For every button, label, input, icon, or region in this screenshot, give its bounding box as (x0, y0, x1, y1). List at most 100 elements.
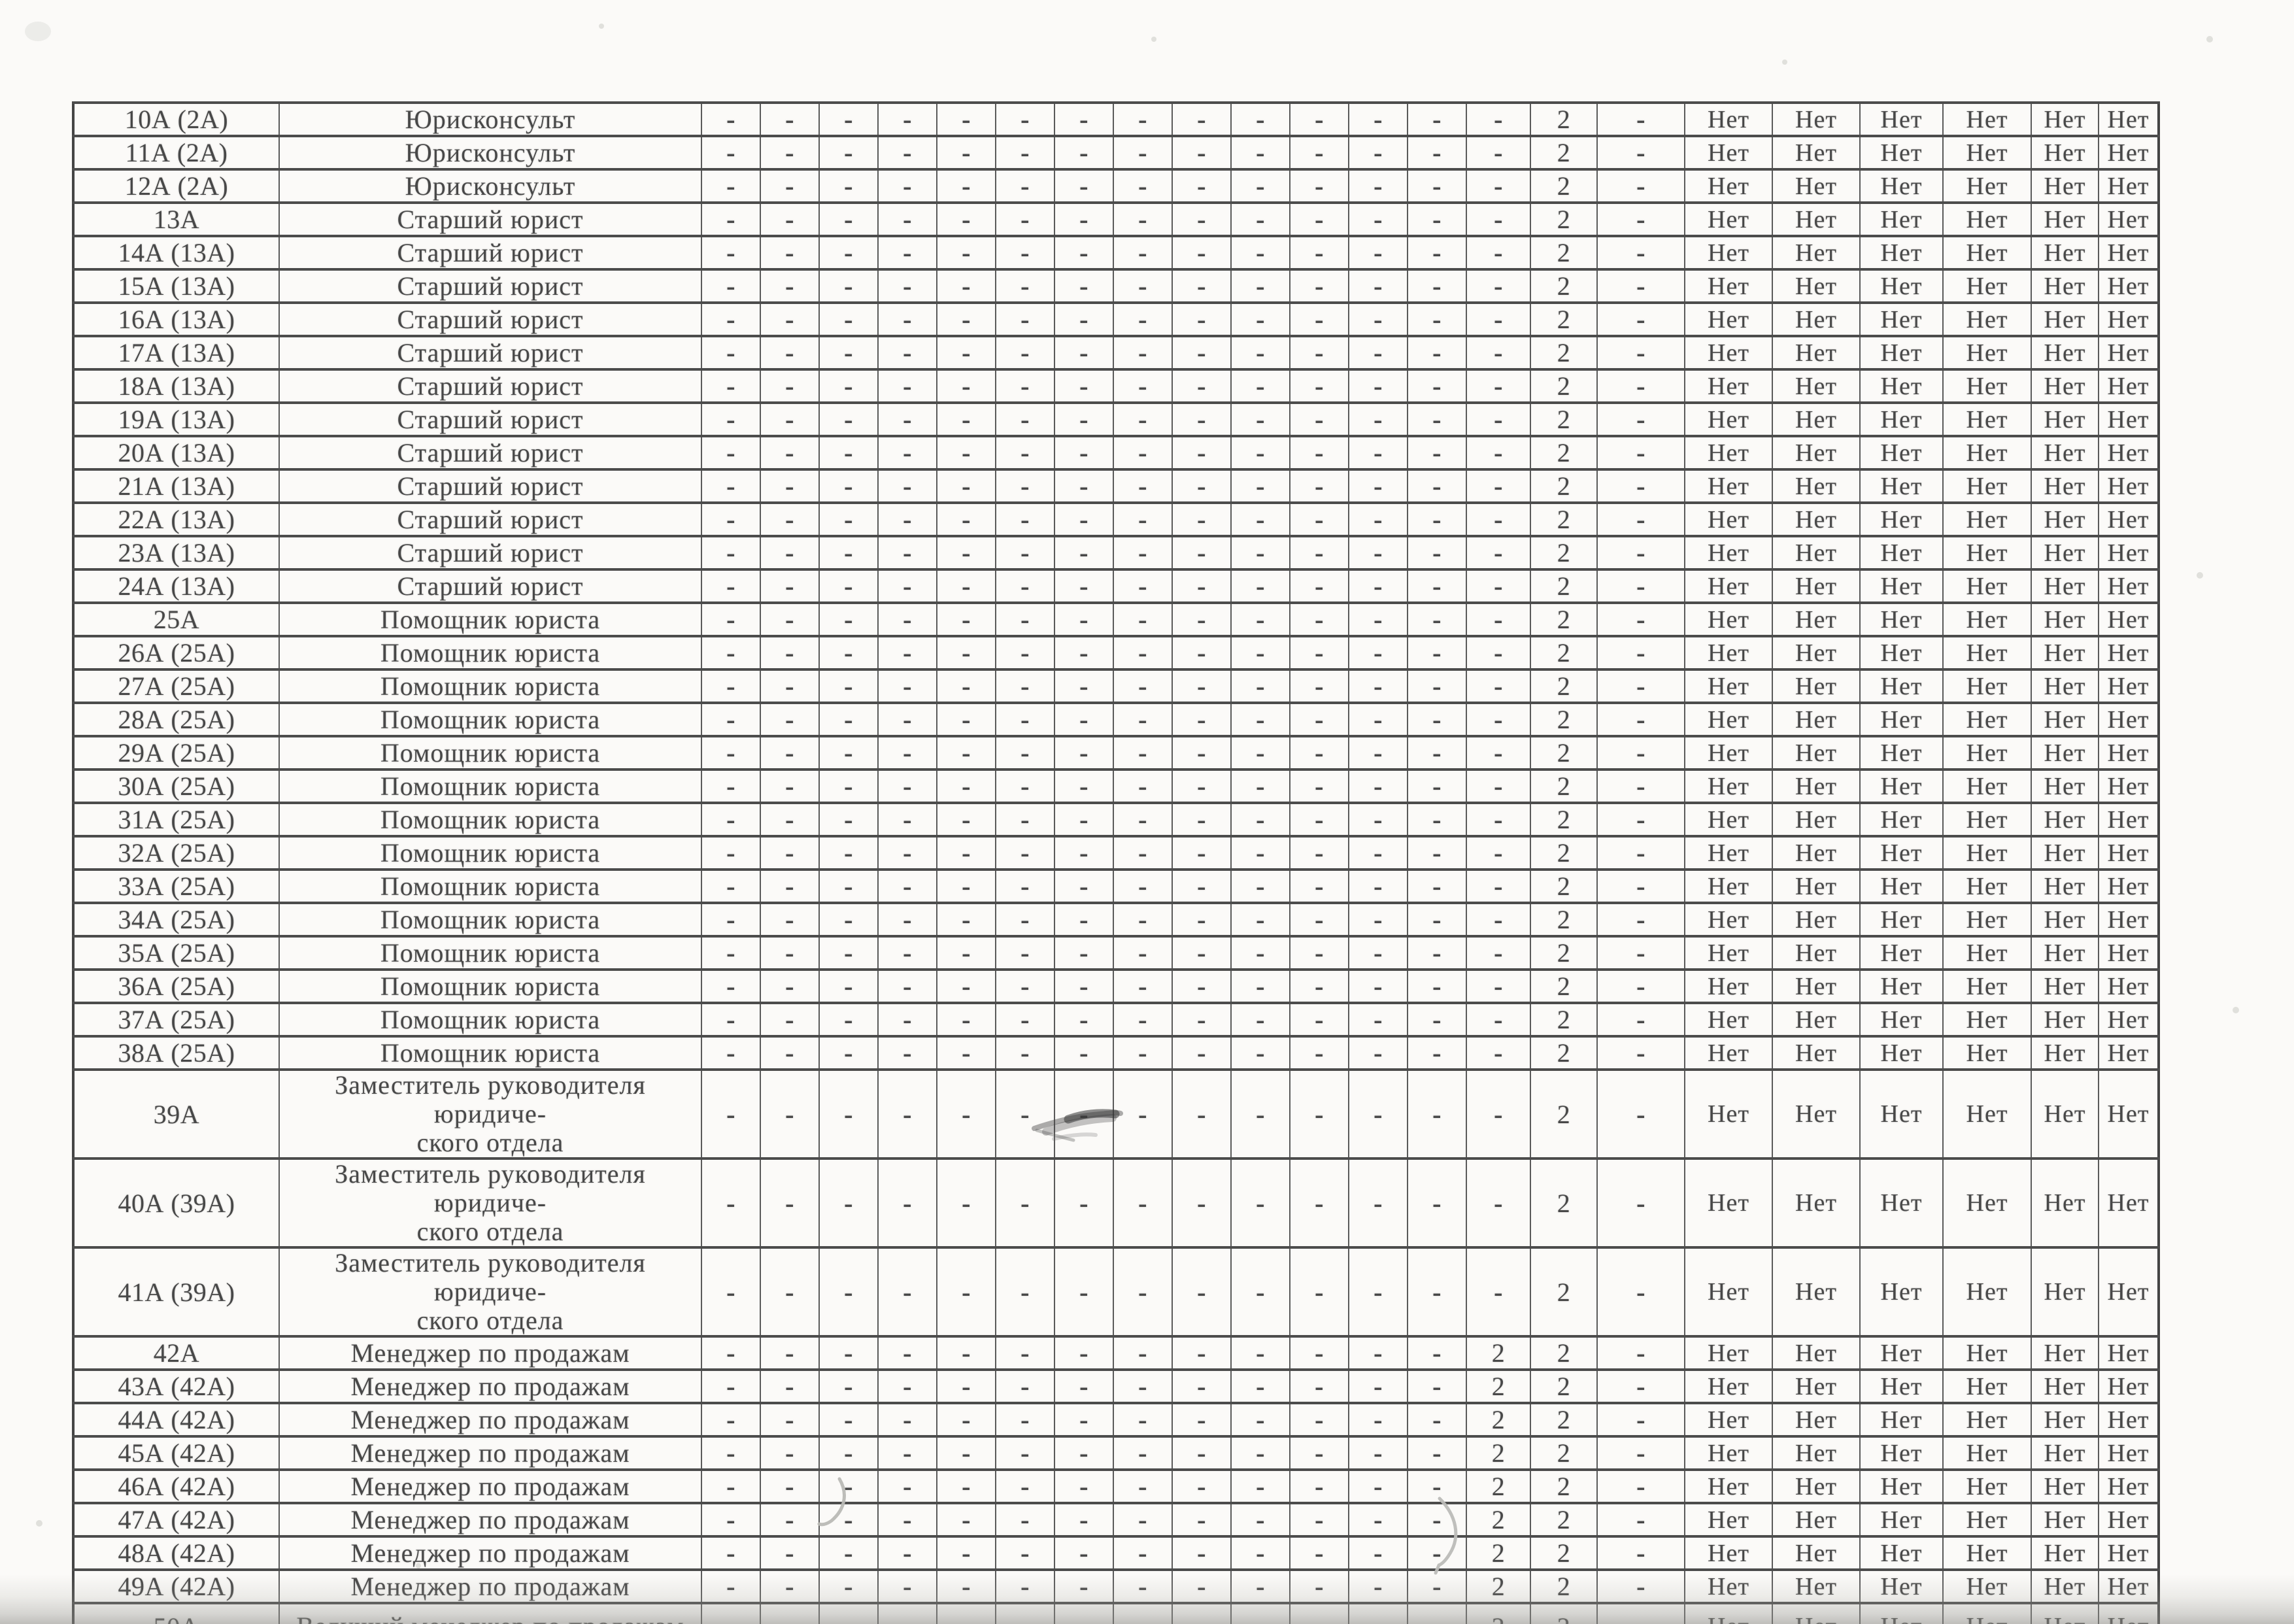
dash-cell: - (818, 635, 879, 671)
dash-cell: - (760, 501, 820, 537)
dash-cell: - (877, 735, 937, 771)
net-cell: Нет (2098, 101, 2159, 137)
dash-cell: - (1596, 1602, 1685, 1624)
dash-cell: - (936, 835, 996, 871)
dash-cell: - (936, 735, 996, 771)
dash-cell: - (877, 535, 937, 571)
dash-cell: - (760, 668, 820, 704)
dash-cell: - (936, 1035, 996, 1071)
dash-cell: - (1407, 1435, 1467, 1471)
net-cell: Нет (1859, 301, 1944, 337)
row-title-line: Юрисконсульт (405, 104, 576, 134)
dash-cell: - (760, 535, 820, 571)
net-cell: Нет (2098, 1068, 2159, 1160)
dash-cell: - (1596, 802, 1685, 837)
net-cell: Нет (2031, 468, 2099, 504)
dash-cell: - (818, 401, 879, 437)
dash-cell: - (995, 301, 1055, 337)
dash-cell: - (701, 435, 761, 471)
dash-cell: - (1466, 702, 1531, 737)
dash-cell: - (1348, 1157, 1408, 1249)
dash-cell: - (995, 201, 1055, 237)
dash-cell: - (1289, 1435, 1349, 1471)
dash-cell: - (1113, 568, 1173, 604)
dash-cell: - (1113, 268, 1173, 304)
dash-cell: - (1289, 501, 1349, 537)
net-cell: Нет (2098, 1157, 2159, 1249)
dash-cell: - (1348, 935, 1408, 971)
row-title-line: Помощник юриста (380, 671, 601, 701)
dash-cell: - (995, 835, 1055, 871)
dash-cell: - (760, 1402, 820, 1438)
net-cell: Нет (1684, 1535, 1773, 1571)
dash-cell: - (877, 268, 937, 304)
count-cell: 2 (1530, 1157, 1598, 1249)
row-title-line: Заместитель руководителя юридиче- (335, 1070, 646, 1128)
net-cell: Нет (1859, 1402, 1944, 1438)
row-title-line: Юрисконсульт (405, 137, 576, 167)
net-cell: Нет (1772, 401, 1861, 437)
net-cell: Нет (2031, 868, 2099, 904)
row-code-cell: 10А (2А) (73, 101, 280, 137)
net-cell: Нет (1942, 268, 2032, 304)
net-cell: Нет (1772, 368, 1861, 404)
dash-cell: - (995, 1068, 1055, 1160)
dash-cell: - (1289, 802, 1349, 837)
net-cell: Нет (2031, 1068, 2099, 1160)
net-cell: Нет (1772, 668, 1861, 704)
dash-cell: - (818, 1035, 879, 1071)
dash-cell: - (701, 868, 761, 904)
dash-cell: - (936, 568, 996, 604)
dash-cell: - (1054, 301, 1114, 337)
net-cell: Нет (1684, 1468, 1773, 1504)
dash-cell: - (995, 601, 1055, 637)
net-cell: Нет (1772, 1035, 1861, 1071)
count-cell: 2 (1530, 101, 1598, 137)
dash-cell: - (995, 1502, 1055, 1538)
dash-cell: - (1466, 235, 1531, 271)
count-cell: 2 (1530, 1246, 1598, 1338)
row-title-cell: Помощник юриста (278, 735, 702, 771)
net-cell: Нет (2031, 335, 2099, 371)
dash-cell: - (936, 201, 996, 237)
dash-cell: - (818, 568, 879, 604)
dash-cell: - (1172, 1502, 1232, 1538)
net-cell: Нет (1684, 668, 1773, 704)
net-cell: Нет (1942, 235, 2032, 271)
dash-cell: - (1466, 268, 1531, 304)
dash-cell: - (1289, 401, 1349, 437)
table-row: 49А (42А) Менеджер по продажам - - - - - - - - - - -… (73, 1568, 2159, 1604)
dash-cell: - (1348, 1002, 1408, 1038)
row-title-line: Менеджер по продажам (350, 1538, 630, 1568)
dash-cell: - (760, 1502, 820, 1538)
net-cell: Нет (1942, 1068, 2032, 1160)
dash-cell: - (818, 802, 879, 837)
dash-cell: - (1407, 468, 1467, 504)
dash-cell: - (995, 335, 1055, 371)
net-cell: Нет (1859, 168, 1944, 204)
dash-cell: - (818, 1435, 879, 1471)
row-title-line: Старший юрист (397, 404, 584, 434)
net-cell: Нет (2098, 1568, 2159, 1604)
count-cell: 2 (1530, 1002, 1598, 1038)
count-cell: 2 (1530, 902, 1598, 938)
net-cell: Нет (1942, 1568, 2032, 1604)
dash-cell: - (1113, 868, 1173, 904)
dash-cell: - (818, 1502, 879, 1538)
dash-cell: - (1348, 601, 1408, 637)
dash-cell: - (1054, 835, 1114, 871)
dash-cell: - (818, 702, 879, 737)
dash-cell: - (877, 435, 937, 471)
dash-cell: - (1466, 1246, 1531, 1338)
row-title-line: ского отдела (416, 1217, 564, 1246)
dash-cell: - (1172, 368, 1232, 404)
row-title-line: Старший юрист (397, 337, 584, 367)
table-row: 37А (25А) Помощник юриста - - - - - - - - - - - - - -2-… (73, 1002, 2159, 1038)
net-cell: Нет (2031, 601, 2099, 637)
net-cell: Нет (2031, 101, 2099, 137)
dash-cell: - (1466, 568, 1531, 604)
count-cell: 2 (1530, 668, 1598, 704)
net-cell: Нет (1942, 1002, 2032, 1038)
corner-smudge (25, 22, 51, 41)
dash-cell: - (1596, 1157, 1685, 1249)
